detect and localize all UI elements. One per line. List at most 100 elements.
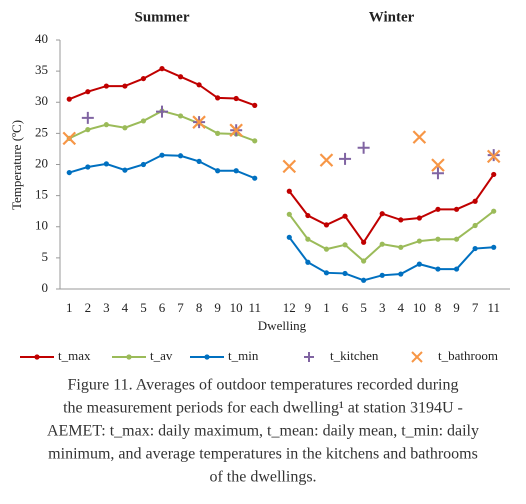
x-tick-label: 11: [487, 300, 500, 315]
data-point: [286, 234, 292, 240]
panel-title: Summer: [135, 9, 190, 25]
x-tick-label: 3: [103, 300, 110, 315]
x-tick-label: 8: [196, 300, 203, 315]
x-tick-label: 5: [140, 300, 147, 315]
data-point: [85, 127, 91, 133]
data-point: [491, 244, 497, 250]
x-axis-label: Dwelling: [258, 318, 307, 333]
data-point: [252, 138, 258, 144]
y-tick-label: 25: [35, 124, 48, 139]
data-point: [472, 198, 478, 204]
x-tick-label: 12: [283, 300, 296, 315]
x-tick-label: 5: [360, 300, 367, 315]
data-point: [140, 118, 147, 124]
x-tick-label: 9: [453, 300, 460, 315]
data-point: [103, 83, 109, 89]
caption-line: of the dwellings.: [209, 469, 316, 486]
data-point: [305, 212, 311, 219]
legend-label: t_bathroom: [438, 348, 498, 363]
data-point: [85, 89, 91, 95]
x-tick-label: 7: [177, 300, 184, 315]
panel-title: Winter: [369, 9, 415, 25]
y-tick-label: 35: [35, 62, 48, 77]
y-tick-label: 5: [42, 249, 49, 264]
data-point: [342, 213, 348, 219]
data-point: [252, 102, 258, 108]
x-tick-label: 2: [85, 300, 92, 315]
y-tick-label: 15: [35, 187, 48, 202]
data-point: [416, 261, 422, 267]
data-point: [122, 167, 128, 173]
data-point: [81, 111, 94, 124]
data-point: [398, 217, 404, 223]
data-point: [286, 211, 292, 217]
data-point: [379, 211, 385, 217]
legend-marker: [204, 354, 210, 360]
legend-label: t_av: [150, 348, 173, 363]
data-point: [361, 239, 367, 245]
data-point: [282, 159, 297, 174]
data-point: [215, 168, 221, 174]
data-point: [379, 272, 385, 278]
data-point: [453, 206, 460, 212]
data-point: [305, 236, 311, 242]
data-point: [159, 152, 165, 158]
data-point: [361, 277, 367, 283]
x-tick-label: 11: [248, 300, 261, 315]
data-point: [342, 270, 348, 277]
data-point: [66, 169, 72, 176]
caption-line: Figure 11. Averages of outdoor temperatu…: [68, 377, 459, 394]
data-point: [177, 113, 184, 119]
data-point: [361, 258, 367, 264]
data-point: [62, 131, 77, 146]
data-point: [103, 161, 109, 167]
data-point: [233, 95, 239, 102]
legend-marker: [126, 354, 132, 360]
series-line: [288, 236, 494, 282]
data-point: [431, 167, 444, 180]
data-point: [177, 153, 184, 159]
data-point: [435, 236, 441, 242]
data-point: [491, 171, 497, 178]
data-point: [486, 149, 501, 164]
data-point: [177, 74, 184, 80]
legend-label: t_min: [228, 348, 259, 363]
data-point: [339, 152, 352, 165]
data-point: [286, 188, 292, 194]
y-axis-label: Temperature (ºC): [9, 120, 24, 210]
caption-line: AEMET: t_max: daily maximum, t_mean: dai…: [47, 423, 479, 440]
caption-line: the measurement periods for each dwellin…: [63, 400, 463, 417]
data-point: [122, 83, 128, 89]
legend-marker: [411, 351, 423, 363]
data-point: [229, 123, 243, 138]
data-point: [233, 168, 239, 174]
x-tick-label: 10: [413, 300, 426, 315]
data-point: [398, 244, 404, 250]
data-point: [342, 242, 348, 248]
data-point: [85, 164, 91, 170]
data-point: [453, 236, 460, 242]
y-tick-label: 0: [42, 280, 49, 295]
data-point: [416, 215, 422, 221]
legend-marker: [304, 352, 314, 362]
data-point: [323, 270, 330, 276]
data-point: [472, 222, 478, 229]
data-point: [323, 246, 330, 252]
y-tick-label: 40: [35, 31, 48, 46]
x-tick-label: 1: [66, 300, 73, 315]
data-point: [196, 82, 202, 88]
data-point: [140, 75, 147, 82]
data-point: [435, 266, 441, 272]
y-tick-label: 30: [35, 93, 48, 108]
x-tick-label: 9: [305, 300, 312, 315]
series-line: [68, 154, 256, 180]
series-line: [288, 173, 495, 245]
data-point: [453, 266, 460, 272]
data-point: [159, 66, 165, 72]
data-point: [398, 271, 404, 277]
data-point: [491, 208, 497, 214]
data-point: [122, 125, 128, 131]
data-point: [435, 206, 441, 212]
data-point: [319, 153, 334, 167]
